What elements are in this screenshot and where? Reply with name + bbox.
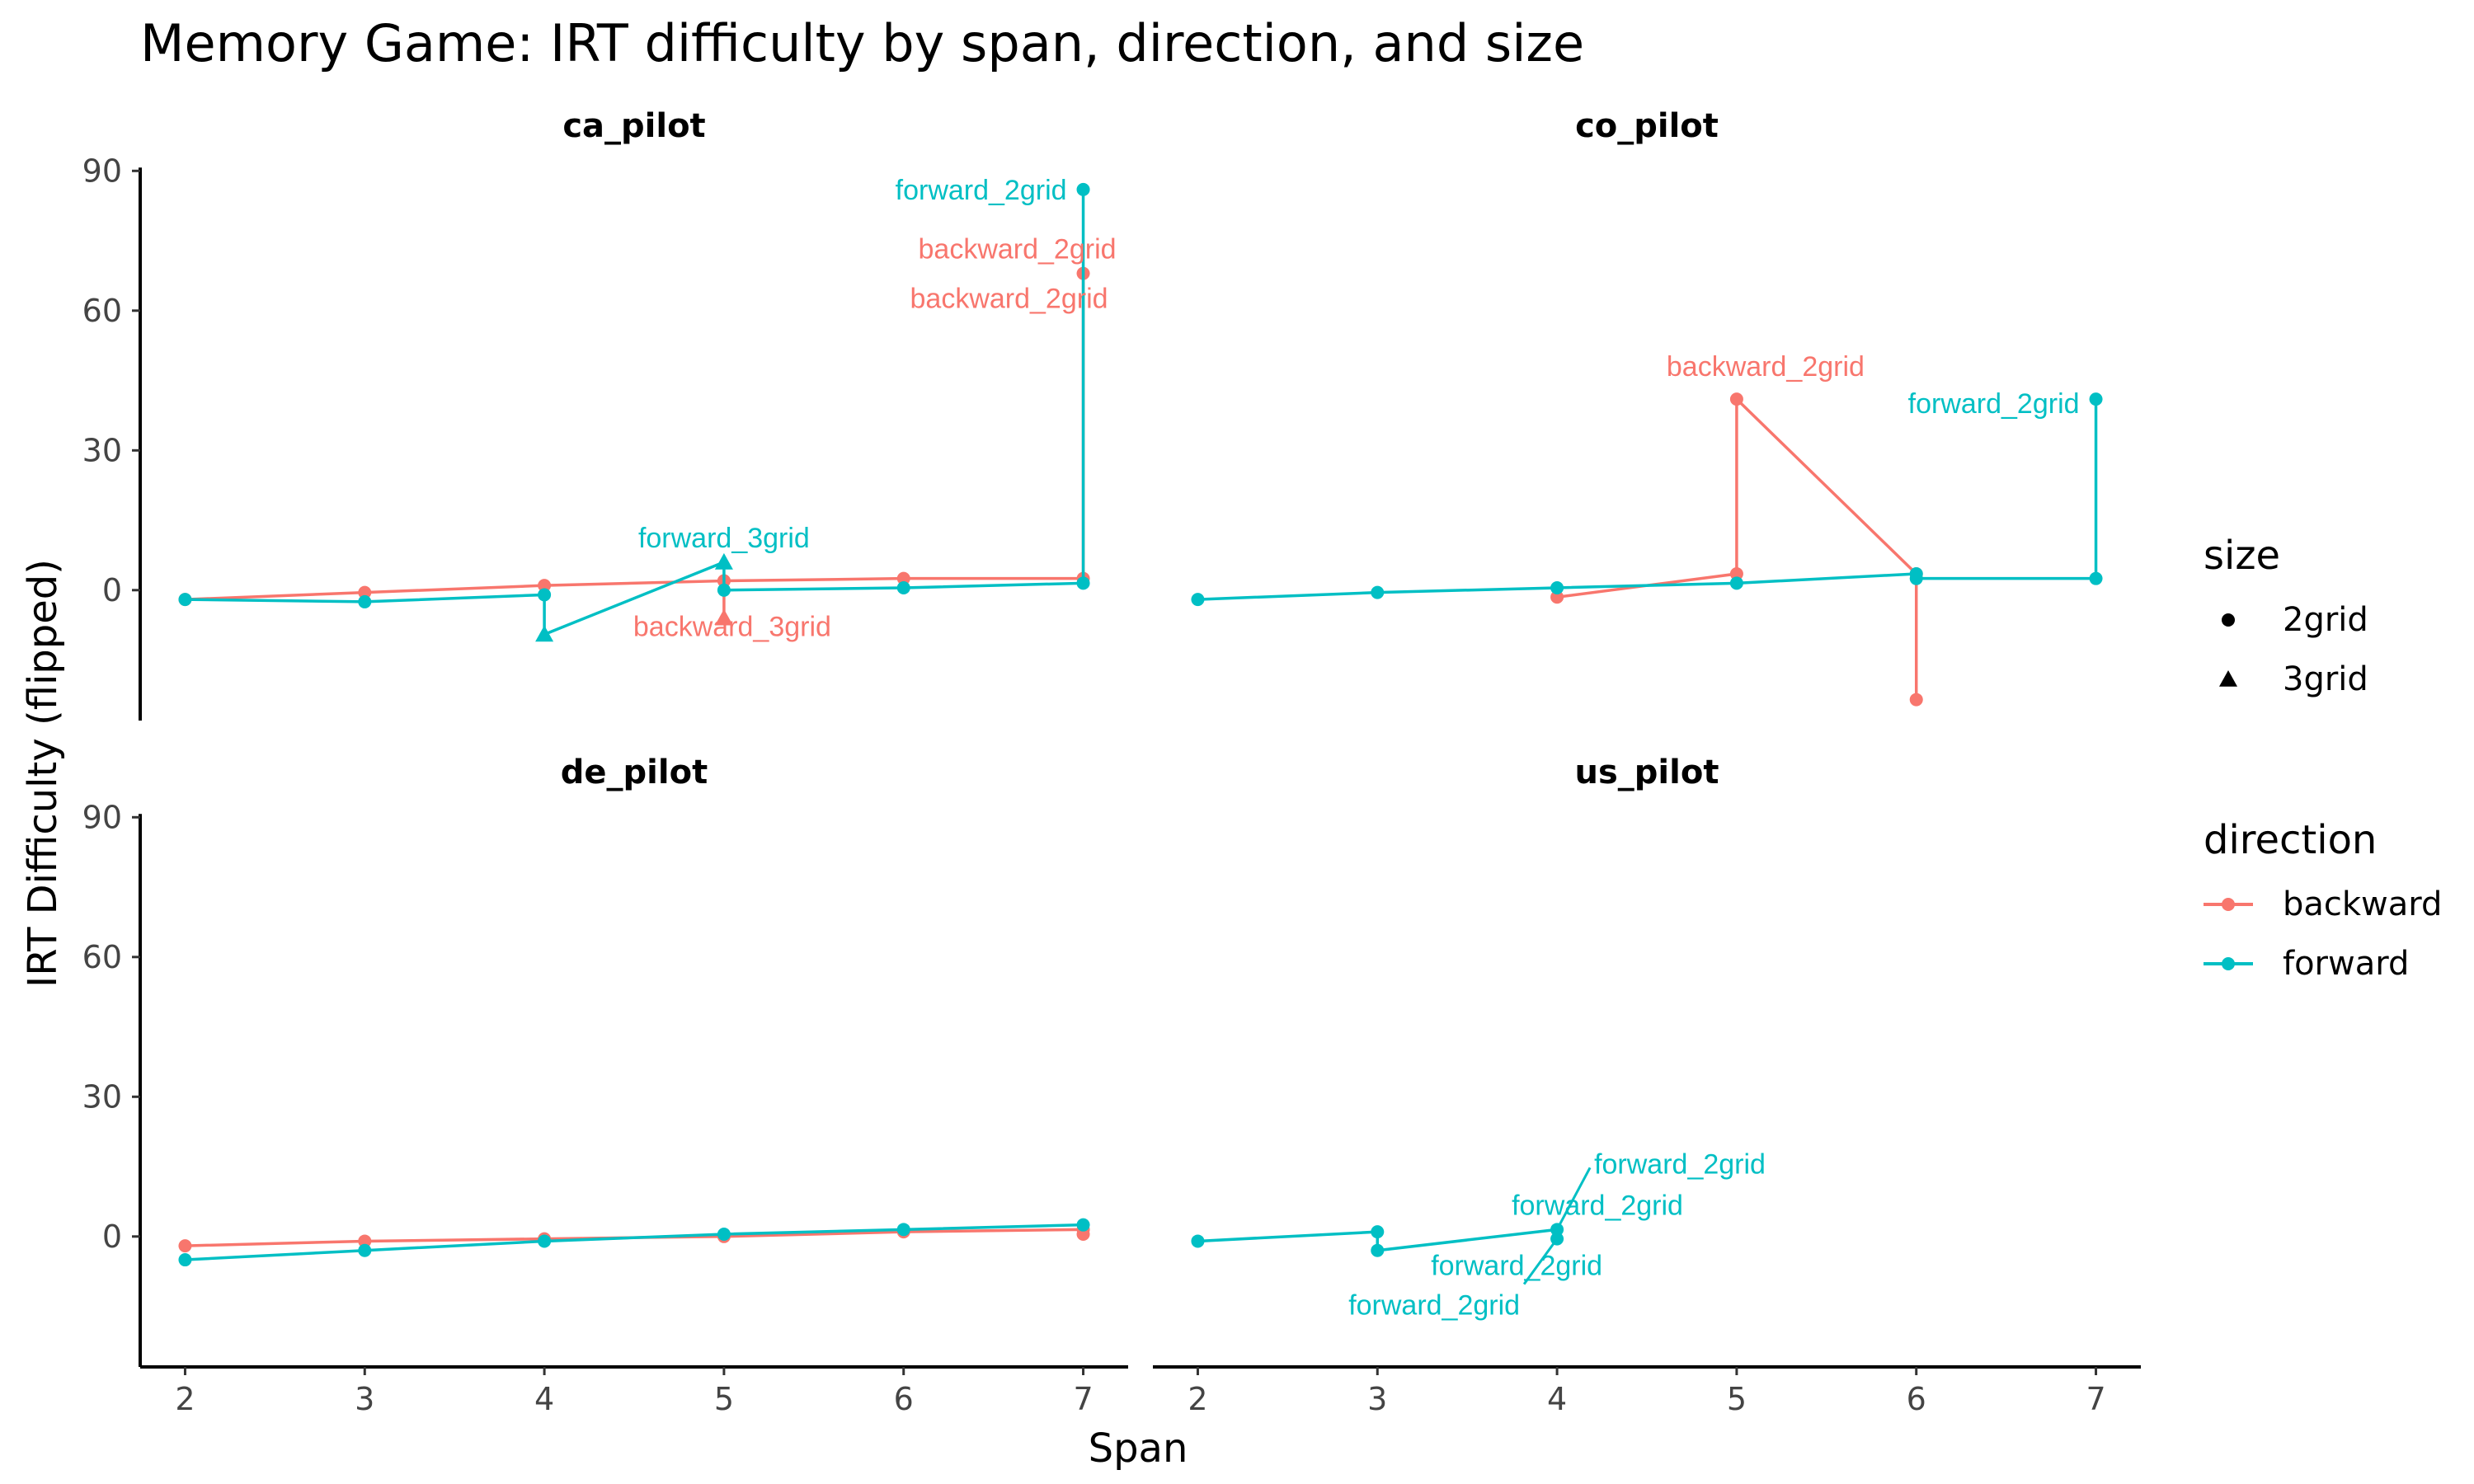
annotation-label: forward_2grid (1594, 1148, 1766, 1180)
x-tick-label: 7 (2086, 1381, 2105, 1417)
series-line-forward (185, 1223, 1084, 1261)
x-tick-label: 7 (1073, 1381, 1093, 1417)
panel-co_pilot: co_pilot backward_2grid forward_2grid (1191, 107, 2103, 707)
y-axis-title: IRT Difficulty (flipped) (20, 559, 66, 988)
data-point-forward (1371, 1225, 1385, 1239)
annotation-label: backward_2grid (1667, 351, 1865, 383)
data-point-backward (358, 1234, 372, 1248)
panel-us_pilot: us_pilot 2 3 4 5 6 7 forward_2grid forward_2grid… (1153, 754, 2141, 1417)
data-point-forward (1076, 1218, 1090, 1232)
data-point-forward (896, 1223, 910, 1237)
data-point-backward (1729, 392, 1743, 406)
data-point-backward (896, 571, 910, 585)
x-tick-label: 6 (1907, 1381, 1926, 1417)
legend-direction-label: backward (2283, 885, 2442, 923)
panel-ca_pilot: ca_pilot 0 30 60 90 forward_2grid backward_2gr… (82, 107, 1117, 721)
annotation-label: forward_3grid (638, 523, 810, 554)
data-point-backward (1076, 1227, 1090, 1241)
x-tick-label: 6 (894, 1381, 914, 1417)
chart-title: Memory Game: IRT difficulty by span, dir… (140, 13, 1584, 73)
data-point-forward (1191, 1234, 1205, 1248)
annotation-label: forward_2grid (1431, 1251, 1602, 1282)
annotation-label: forward_2grid (1512, 1190, 1683, 1221)
data-point-backward (538, 579, 552, 593)
y-tick-label: 60 (82, 293, 122, 329)
data-point-forward (538, 1234, 552, 1248)
panel-de_pilot: de_pilot 0 30 60 90 2 3 4 5 6 7 (82, 754, 1128, 1417)
x-tick-label: 3 (1367, 1381, 1387, 1417)
y-tick-label: 30 (82, 432, 122, 468)
data-point-forward (1909, 571, 1923, 585)
annotation-label: forward_2grid (896, 175, 1067, 206)
data-point-forward (358, 1243, 372, 1257)
panel-title: co_pilot (1575, 107, 1719, 145)
data-point-forward (2089, 571, 2103, 585)
legend-size-key (2222, 613, 2235, 627)
annotation-leader (1555, 1167, 1592, 1231)
data-point-forward (1076, 182, 1090, 196)
panel-title: de_pilot (561, 754, 708, 791)
y-tick-label: 90 (82, 153, 122, 189)
data-point-forward (1076, 576, 1090, 590)
x-tick-label: 3 (355, 1381, 374, 1417)
data-point-backward (1550, 590, 1564, 604)
data-point-backward (358, 585, 372, 599)
data-point-backward (1729, 567, 1743, 581)
y-tick-label: 60 (82, 939, 122, 975)
x-tick-label: 4 (1547, 1381, 1567, 1417)
x-tick-label: 2 (1188, 1381, 1207, 1417)
data-point-forward (896, 580, 910, 594)
x-axis-title: Span (1089, 1425, 1188, 1472)
data-point-forward (535, 625, 554, 642)
data-point-forward (1550, 580, 1564, 594)
legend-size-label: 2grid (2283, 601, 2368, 639)
data-point-forward (717, 583, 731, 597)
data-point-backward (1909, 693, 1923, 707)
data-point-forward (538, 588, 552, 602)
y-tick-label: 0 (102, 572, 122, 608)
data-point-forward (717, 1227, 731, 1241)
annotation-label: forward_2grid (1348, 1290, 1520, 1322)
legend-size-title: size (2204, 533, 2280, 579)
data-point-forward (1191, 593, 1205, 607)
annotation-label: backward_2grid (910, 284, 1108, 315)
x-tick-label: 4 (534, 1381, 554, 1417)
data-point-forward (178, 1253, 192, 1267)
data-point-backward (714, 608, 733, 626)
legend-direction-title: direction (2204, 817, 2377, 863)
panel-title: us_pilot (1575, 754, 1719, 791)
x-tick-label: 2 (175, 1381, 195, 1417)
panels: ca_pilot0306090forward_2gridbackward_2gr… (82, 107, 2141, 1417)
data-point-forward (1371, 1243, 1385, 1257)
data-point-forward (714, 552, 733, 570)
annotation-label: backward_2grid (919, 234, 1117, 265)
annotation-label: backward_3grid (633, 612, 831, 643)
y-tick-label: 30 (82, 1078, 122, 1115)
data-point-forward (1371, 585, 1385, 599)
legend-direction-key-point (2222, 957, 2235, 970)
legend-direction-label: forward (2283, 945, 2409, 983)
data-point-forward (1729, 576, 1743, 590)
data-point-forward (358, 594, 372, 608)
y-tick-label: 0 (102, 1219, 122, 1255)
x-tick-label: 5 (1727, 1381, 1747, 1417)
series-line-backward (185, 273, 1085, 618)
data-point-backward (178, 1239, 192, 1253)
series-line-backward (1556, 396, 1918, 700)
annotation-label: forward_2grid (1908, 388, 2080, 420)
annotation-leader (1522, 1237, 1559, 1285)
data-point-forward (2089, 392, 2103, 406)
panel-title: ca_pilot (562, 107, 705, 145)
series-line-forward (1197, 399, 2098, 601)
data-point-forward (178, 593, 192, 607)
x-tick-label: 5 (714, 1381, 734, 1417)
legend-size-label: 3grid (2283, 660, 2368, 698)
y-tick-label: 90 (82, 799, 122, 835)
legend-size-key (2219, 670, 2237, 687)
legend-direction-key-point (2222, 898, 2235, 911)
